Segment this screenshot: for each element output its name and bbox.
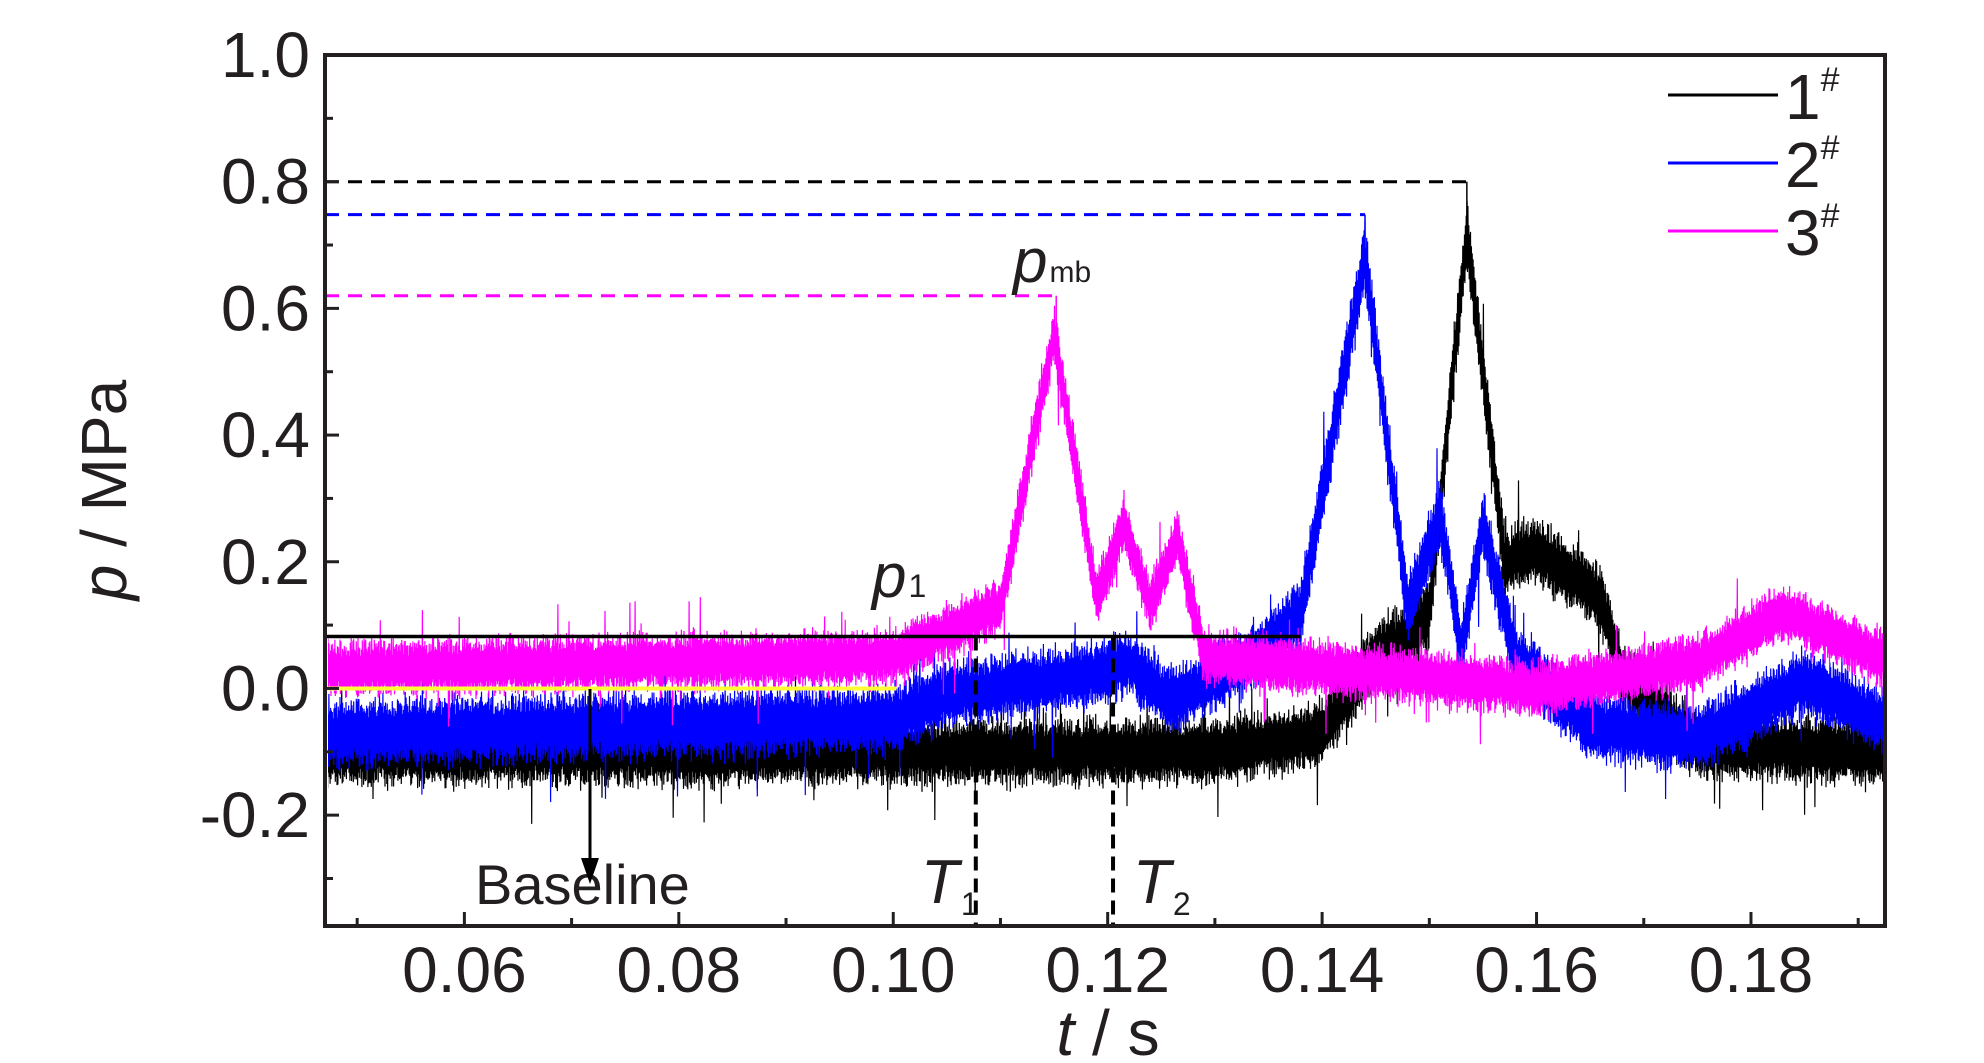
y-tick-label: 0.6: [221, 272, 310, 344]
baseline-arrow-head: [581, 858, 599, 884]
x-tick-label: 0.18: [1689, 934, 1814, 1006]
reference-lines: [325, 180, 1467, 926]
T2-label: T2: [1133, 848, 1191, 922]
legend-label-3-main: 3: [1785, 197, 1821, 269]
p1-label-main: p: [870, 542, 906, 611]
T2-label-sub: 2: [1173, 886, 1191, 922]
baseline-label: Baseline: [475, 853, 690, 916]
legend-label-3: 3#: [1785, 197, 1840, 269]
y-axis-variable: p: [68, 565, 140, 603]
y-tick-label: 0.4: [221, 399, 310, 471]
T1-label-main: T: [921, 848, 963, 917]
legend-label-1-main: 1: [1785, 61, 1821, 133]
T1-label: T1: [921, 848, 979, 922]
y-tick-label: 0.2: [221, 526, 310, 598]
x-tick-label: 0.10: [831, 934, 956, 1006]
series-traces: [328, 181, 1884, 824]
y-tick-label: 1.0: [221, 19, 310, 91]
y-axis-unit: / MPa: [68, 379, 140, 564]
pmb-label-sub: mb: [1049, 256, 1091, 289]
x-tick-label: 0.14: [1260, 934, 1385, 1006]
series-1-line: [328, 201, 1884, 824]
pmb-label-main: p: [1011, 227, 1047, 296]
p1-label: p1: [870, 542, 926, 611]
legend-label-2: 2#: [1785, 129, 1840, 201]
x-tick-label: 0.08: [617, 934, 742, 1006]
T1-label-sub: 1: [961, 886, 979, 922]
legend-label-1-sup: #: [1821, 61, 1840, 99]
legend-label-1: 1#: [1785, 61, 1840, 133]
annotations: pmb p1 Baseline T1 T2: [475, 227, 1191, 922]
pmb-label: pmb: [1011, 227, 1091, 296]
legend-label-2-sup: #: [1821, 129, 1840, 167]
y-tick-label: -0.2: [200, 779, 310, 851]
x-axis-title: t / s: [1056, 997, 1159, 1063]
y-tick-label: 0.8: [221, 146, 310, 218]
x-tick-label: 0.12: [1045, 934, 1170, 1006]
series-2-line: [328, 220, 1884, 803]
p1-label-sub: 1: [908, 568, 926, 604]
legend-label-3-sup: #: [1821, 197, 1840, 235]
plot-frame: [323, 53, 1887, 928]
T2-label-main: T: [1133, 848, 1175, 917]
axis-ticks: [325, 53, 1860, 926]
axis-tick-labels: 0.06 0.08 0.10 0.12 0.14 0.16 0.18 -0.2 0.0 0.2 0.…: [200, 19, 1814, 1006]
y-axis-title: p / MPa: [68, 379, 140, 602]
x-axis-variable: t: [1056, 997, 1076, 1063]
legend-label-2-main: 2: [1785, 129, 1821, 201]
legend: 1#2#3#: [1665, 61, 1870, 270]
x-tick-label: 0.16: [1474, 934, 1599, 1006]
series-3-line: [328, 305, 1884, 745]
legend-background: [1665, 70, 1870, 270]
x-tick-label: 0.06: [402, 934, 527, 1006]
y-tick-label: 0.0: [221, 652, 310, 724]
x-axis-unit: / s: [1074, 997, 1159, 1063]
